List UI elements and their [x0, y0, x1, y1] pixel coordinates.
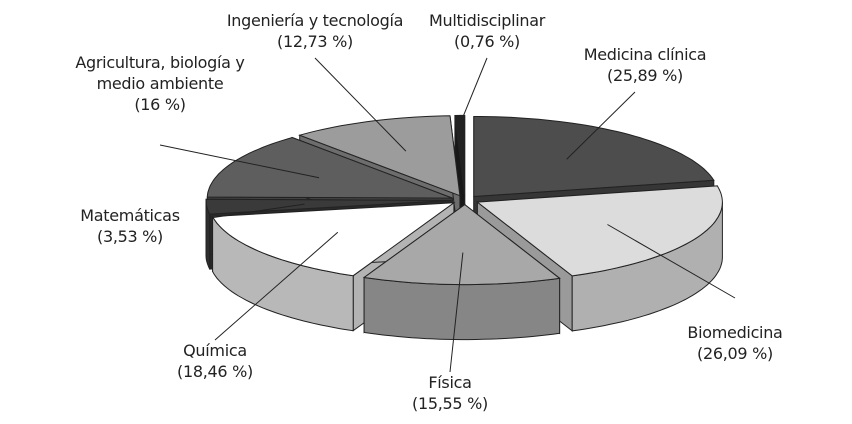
- pie-slice: [473, 116, 715, 198]
- leader-line: [459, 57, 488, 124]
- leader-line: [314, 57, 407, 152]
- value-label: (12,73 %): [277, 32, 353, 51]
- value-label: (15,55 %): [412, 394, 488, 413]
- leader-line: [209, 203, 305, 219]
- value-label: (0,76 %): [454, 32, 520, 51]
- value-label: (16 %): [134, 95, 186, 114]
- category-name: Biomedicina: [687, 323, 783, 342]
- leader-line: [607, 224, 736, 299]
- slice-label: Química (18,46 %): [115, 340, 315, 382]
- category-name: Física: [428, 373, 472, 392]
- category-name: Multidisciplinar: [428, 11, 546, 30]
- category-name: Agricultura, biología y medio ambiente: [75, 53, 245, 93]
- value-label: (26,09 %): [697, 344, 773, 363]
- category-name: Matemáticas: [80, 206, 180, 225]
- slice-wall: [363, 276, 561, 341]
- leader-line: [214, 231, 339, 341]
- pie-slice: [298, 115, 461, 197]
- pie-slice: [205, 198, 452, 215]
- slice-label: Agricultura, biología y medio ambiente (1…: [68, 52, 253, 115]
- leader-line: [159, 144, 320, 179]
- leader-line: [566, 91, 636, 160]
- slice-label: Multidisciplinar (0,76 %): [387, 10, 587, 52]
- slice-label: Ingeniería y tecnología (12,73 %): [205, 10, 425, 52]
- leader-line: [449, 252, 464, 373]
- pie-slice: [476, 185, 723, 277]
- slice-label: Medicina clínica (25,89 %): [545, 44, 745, 86]
- pie-slice: [454, 114, 466, 196]
- category-name: Medicina clínica: [583, 45, 707, 64]
- pie-slice: [362, 203, 561, 286]
- category-name: Química: [183, 341, 247, 360]
- slice-label: Biomedicina (26,09 %): [635, 322, 835, 364]
- slice-label: Matemáticas (3,53 %): [45, 205, 215, 247]
- category-name: Ingeniería y tecnología: [226, 11, 404, 30]
- value-label: (25,89 %): [607, 66, 683, 85]
- pie-slice: [211, 202, 456, 277]
- value-label: (18,46 %): [177, 362, 253, 381]
- slice-label: Física (15,55 %): [350, 372, 550, 414]
- value-label: (3,53 %): [97, 227, 163, 246]
- pie-slice: [206, 136, 453, 199]
